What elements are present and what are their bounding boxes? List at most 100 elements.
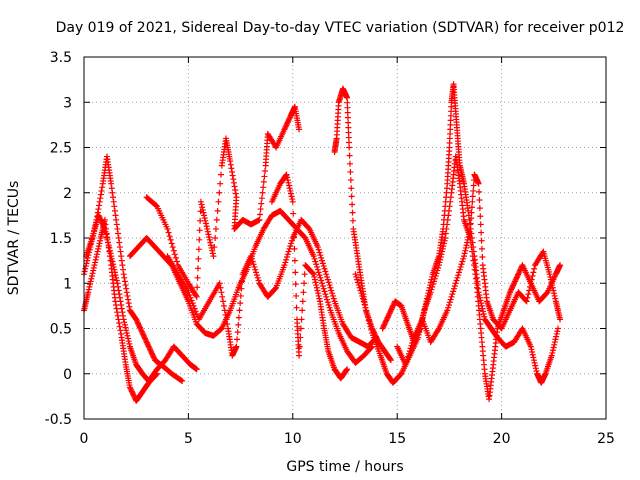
data-point — [287, 243, 294, 250]
data-point — [467, 225, 474, 232]
data-point — [464, 236, 471, 243]
data-point — [387, 356, 394, 363]
data-point — [128, 387, 135, 394]
data-point — [117, 330, 124, 337]
data-point — [388, 305, 395, 312]
data-point — [456, 269, 463, 276]
data-point — [116, 294, 123, 301]
data-point — [284, 251, 291, 258]
data-point — [552, 336, 559, 343]
y-tick-label: 3.5 — [50, 50, 72, 66]
y-tick-label: -0.5 — [45, 412, 72, 428]
data-point — [508, 285, 515, 292]
y-tick-label: 3 — [63, 95, 72, 111]
data-point — [164, 225, 171, 232]
data-point — [261, 173, 268, 180]
data-points — [81, 81, 564, 404]
data-point — [237, 300, 244, 307]
data-point — [195, 246, 202, 253]
data-point — [115, 283, 122, 290]
y-tick-label: 0 — [63, 367, 72, 383]
data-point — [135, 320, 142, 327]
data-point — [216, 280, 223, 287]
data-point — [123, 327, 130, 334]
data-point — [148, 350, 155, 357]
data-point — [96, 213, 103, 220]
data-point — [168, 240, 175, 247]
data-point — [315, 269, 322, 276]
data-point — [122, 324, 129, 331]
data-point — [325, 279, 332, 286]
data-point — [207, 242, 214, 249]
plot-frame — [83, 56, 607, 420]
data-point — [420, 309, 427, 316]
data-point — [115, 287, 122, 294]
data-point — [108, 180, 115, 187]
data-point — [422, 301, 429, 308]
data-point — [91, 262, 98, 269]
data-point — [509, 283, 516, 290]
data-point — [343, 367, 350, 374]
data-point — [409, 339, 416, 346]
data-point — [95, 245, 102, 252]
data-point — [329, 290, 336, 297]
data-point — [293, 304, 300, 311]
data-point — [211, 244, 218, 251]
data-point — [324, 276, 331, 283]
data-point — [114, 225, 121, 232]
data-point — [424, 292, 431, 299]
data-point — [286, 245, 293, 252]
data-point — [455, 272, 462, 279]
data-point — [252, 266, 259, 273]
data-series — [126, 207, 376, 366]
data-point — [354, 279, 361, 286]
data-point — [319, 282, 326, 289]
data-point — [111, 269, 118, 276]
data-point — [528, 276, 535, 283]
data-point — [101, 224, 108, 231]
data-point — [462, 244, 469, 251]
data-point — [478, 300, 485, 307]
data-point — [234, 329, 241, 336]
data-point — [126, 303, 133, 310]
data-point — [283, 256, 290, 263]
data-point — [220, 302, 227, 309]
data-point — [124, 292, 131, 299]
data-point — [237, 292, 244, 299]
data-point — [207, 239, 214, 246]
data-point — [227, 161, 234, 168]
data-point — [100, 221, 107, 228]
data-point — [514, 273, 521, 280]
x-tick-label: 10 — [284, 431, 302, 447]
data-point — [220, 298, 227, 305]
data-point — [315, 290, 322, 297]
data-point — [195, 255, 202, 262]
data-point — [193, 293, 200, 300]
data-point — [348, 185, 355, 192]
data-point — [512, 277, 519, 284]
data-point — [467, 220, 474, 227]
data-point — [324, 299, 331, 306]
data-point — [321, 288, 328, 295]
data-series — [394, 171, 564, 368]
data-point — [262, 168, 269, 175]
data-point — [139, 330, 146, 337]
data-point — [114, 309, 121, 316]
data-point — [121, 321, 128, 328]
data-point — [282, 123, 289, 130]
data-point — [224, 320, 231, 327]
data-point — [440, 243, 447, 250]
data-point — [121, 319, 128, 326]
data-point — [550, 344, 557, 351]
data-point — [461, 250, 468, 257]
data-point — [383, 315, 390, 322]
data-point — [449, 291, 456, 298]
data-point — [470, 187, 477, 194]
data-point — [117, 298, 124, 305]
data-point — [288, 240, 295, 247]
data-point — [442, 235, 449, 241]
data-point — [324, 296, 331, 303]
data-point — [122, 282, 129, 289]
data-point — [380, 324, 387, 331]
data-point — [83, 260, 90, 267]
